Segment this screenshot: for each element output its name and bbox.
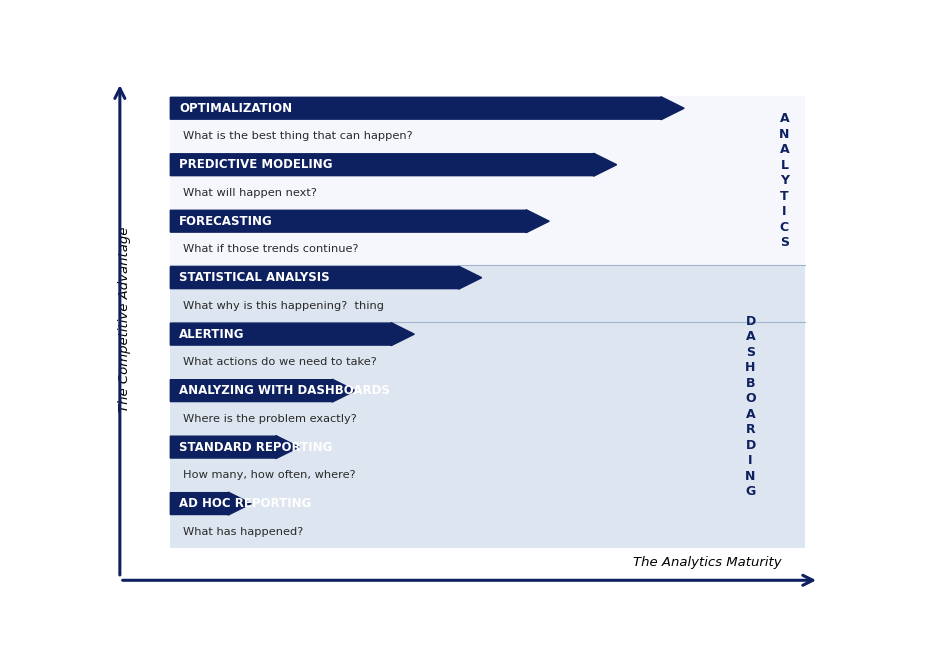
FancyArrow shape: [170, 266, 482, 289]
Text: ANALYZING WITH DASHBOARDS: ANALYZING WITH DASHBOARDS: [179, 384, 390, 397]
Bar: [733, 265, 804, 548]
Bar: [733, 96, 804, 265]
FancyArrow shape: [170, 323, 414, 346]
Text: D
A
S
H
B
O
A
R
D
I
N
G: D A S H B O A R D I N G: [745, 315, 756, 498]
Text: What will happen next?: What will happen next?: [183, 188, 317, 198]
Text: STATISTICAL ANALYSIS: STATISTICAL ANALYSIS: [179, 271, 329, 284]
FancyArrow shape: [170, 436, 299, 458]
Text: STANDARD REPORTING: STANDARD REPORTING: [179, 441, 332, 454]
Bar: [170, 265, 733, 548]
Text: What actions do we need to take?: What actions do we need to take?: [183, 357, 377, 367]
Text: How many, how often, where?: How many, how often, where?: [183, 470, 356, 481]
Text: What if those trends continue?: What if those trends continue?: [183, 244, 359, 254]
FancyArrow shape: [170, 153, 617, 176]
FancyArrow shape: [170, 210, 550, 233]
FancyArrow shape: [170, 96, 684, 120]
Text: AD HOC REPORTING: AD HOC REPORTING: [179, 497, 312, 510]
FancyArrow shape: [170, 379, 355, 402]
Text: FORECASTING: FORECASTING: [179, 215, 272, 228]
Text: Where is the problem exactly?: Where is the problem exactly?: [183, 414, 357, 424]
Text: OPTIMALIZATION: OPTIMALIZATION: [179, 102, 292, 115]
Text: The Analytics Maturity: The Analytics Maturity: [633, 556, 781, 569]
Text: What why is this happening?  thing: What why is this happening? thing: [183, 301, 384, 311]
FancyArrow shape: [170, 492, 251, 515]
Text: PREDICTIVE MODELING: PREDICTIVE MODELING: [179, 158, 332, 171]
Text: A
N
A
L
Y
T
I
C
S: A N A L Y T I C S: [779, 112, 790, 249]
Text: ALERTING: ALERTING: [179, 328, 245, 340]
Text: The Competitive Advantage: The Competitive Advantage: [118, 226, 131, 412]
Text: What has happened?: What has happened?: [183, 527, 303, 537]
Text: What is the best thing that can happen?: What is the best thing that can happen?: [183, 132, 413, 141]
Bar: [170, 96, 733, 265]
